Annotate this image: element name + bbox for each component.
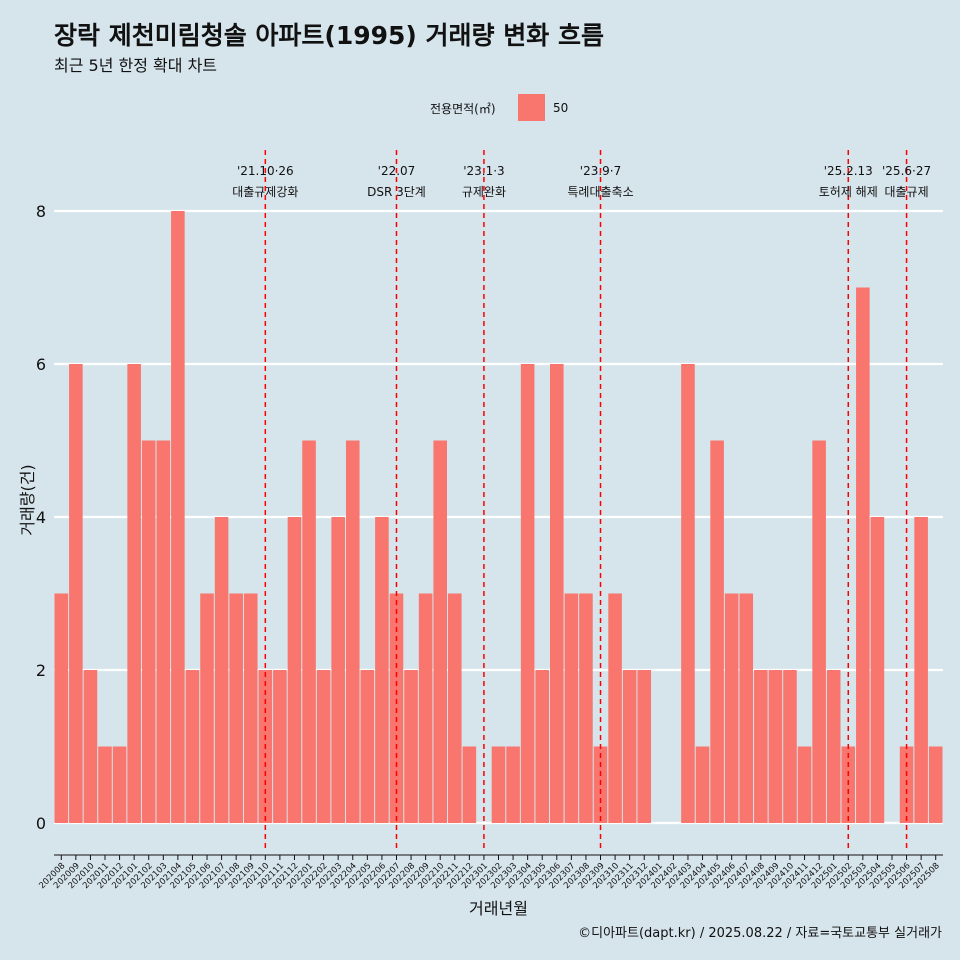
y-tick-label: 2 bbox=[36, 661, 46, 680]
bar bbox=[360, 670, 375, 823]
event-date: '22.07 bbox=[378, 164, 416, 178]
bar bbox=[98, 746, 112, 823]
bar bbox=[564, 593, 579, 823]
event-label: 토허제 해제 bbox=[819, 185, 878, 199]
event-date: '23.1·3 bbox=[463, 164, 504, 178]
event-date: '21.10·26 bbox=[237, 164, 294, 178]
event-label: 대출규제 bbox=[884, 185, 928, 199]
bar bbox=[302, 440, 316, 823]
bar bbox=[637, 670, 652, 823]
bar bbox=[535, 670, 550, 823]
bar bbox=[273, 670, 287, 823]
bar bbox=[171, 211, 185, 823]
bar bbox=[316, 670, 331, 823]
y-tick-label: 0 bbox=[36, 814, 46, 833]
x-axis-title: 거래년월 bbox=[469, 899, 528, 918]
bar bbox=[83, 670, 98, 823]
bar bbox=[856, 287, 870, 823]
bar bbox=[243, 593, 258, 823]
bar bbox=[141, 440, 156, 823]
bar bbox=[185, 670, 200, 823]
y-axis-title: 거래량(건) bbox=[18, 464, 37, 535]
bar bbox=[506, 746, 520, 823]
event-label: 규제완화 bbox=[462, 185, 506, 199]
bar bbox=[608, 593, 622, 823]
bar bbox=[695, 746, 710, 823]
event-date: '25.6·27 bbox=[882, 164, 931, 178]
bar bbox=[681, 364, 695, 823]
bar bbox=[520, 364, 535, 823]
bar bbox=[826, 670, 841, 823]
bar bbox=[54, 593, 69, 823]
bar bbox=[214, 517, 229, 823]
bar bbox=[768, 670, 783, 823]
bar bbox=[914, 517, 928, 823]
bar bbox=[69, 364, 83, 823]
bar bbox=[127, 364, 141, 823]
bar bbox=[928, 746, 943, 823]
bar bbox=[812, 440, 826, 823]
bar bbox=[156, 440, 171, 823]
chart-title: 장락 제천미림청솔 아파트(1995) 거래량 변화 흐름 bbox=[54, 21, 604, 50]
bar bbox=[418, 593, 433, 823]
legend-title: 전용면적(㎡) bbox=[430, 102, 496, 116]
bar bbox=[375, 517, 389, 823]
y-tick-label: 6 bbox=[36, 355, 46, 374]
bar bbox=[447, 593, 462, 823]
bar bbox=[870, 517, 885, 823]
bar bbox=[345, 440, 360, 823]
bar bbox=[433, 440, 447, 823]
source-caption: ©디아파트(dapt.kr) / 2025.08.22 / 자료=국토교통부 실… bbox=[578, 926, 942, 941]
event-label: 특례대출축소 bbox=[567, 185, 633, 199]
bar bbox=[739, 593, 754, 823]
bar bbox=[331, 517, 345, 823]
event-label: DSR 3단계 bbox=[367, 185, 426, 199]
legend-key-swatch bbox=[518, 94, 545, 121]
event-date: '25.2.13 bbox=[824, 164, 873, 178]
bar bbox=[229, 593, 243, 823]
bar bbox=[622, 670, 637, 823]
bar bbox=[754, 670, 768, 823]
y-tick-label: 8 bbox=[36, 202, 46, 221]
chart-subtitle: 최근 5년 한정 확대 차트 bbox=[54, 56, 218, 75]
y-tick-label: 4 bbox=[36, 508, 46, 527]
bar bbox=[710, 440, 724, 823]
event-date: '23.9·7 bbox=[580, 164, 621, 178]
bar bbox=[462, 746, 477, 823]
bar bbox=[724, 593, 739, 823]
event-label: 대출규제강화 bbox=[232, 185, 298, 199]
bar bbox=[491, 746, 506, 823]
legend: 전용면적(㎡) 50 bbox=[0, 94, 960, 121]
bar bbox=[200, 593, 214, 823]
bar bbox=[579, 593, 593, 823]
bar bbox=[404, 670, 418, 823]
bar bbox=[550, 364, 564, 823]
bar bbox=[287, 517, 302, 823]
legend-label: 50 bbox=[553, 101, 569, 115]
bar bbox=[783, 670, 797, 823]
bar bbox=[112, 746, 127, 823]
bar bbox=[797, 746, 812, 823]
